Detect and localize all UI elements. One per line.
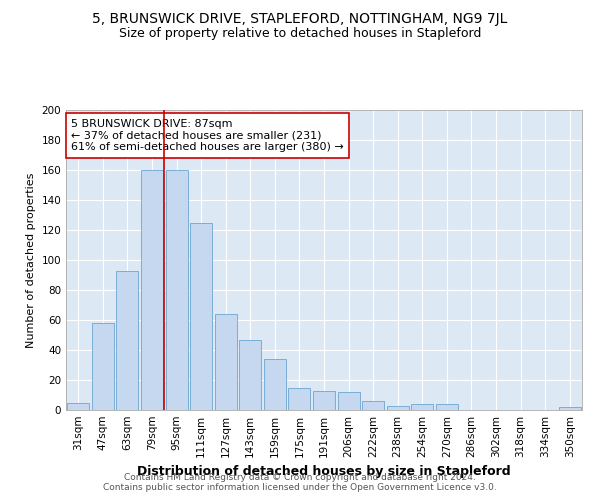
Text: Contains HM Land Registry data © Crown copyright and database right 2024.
Contai: Contains HM Land Registry data © Crown c… (103, 473, 497, 492)
Bar (289, 388, 310, 410)
X-axis label: Distribution of detached houses by size in Stapleford: Distribution of detached houses by size … (137, 466, 511, 478)
Bar (362, 401, 384, 410)
Bar (436, 404, 458, 410)
Y-axis label: Number of detached properties: Number of detached properties (26, 172, 36, 348)
Text: 5 BRUNSWICK DRIVE: 87sqm
← 37% of detached houses are smaller (231)
61% of semi-: 5 BRUNSWICK DRIVE: 87sqm ← 37% of detach… (71, 119, 344, 152)
Bar (559, 407, 581, 410)
Text: 5, BRUNSWICK DRIVE, STAPLEFORD, NOTTINGHAM, NG9 7JL: 5, BRUNSWICK DRIVE, STAPLEFORD, NOTTINGH… (92, 12, 508, 26)
Bar (215, 314, 237, 410)
Bar (92, 323, 114, 410)
Bar (166, 170, 188, 410)
Bar (67, 402, 89, 410)
Bar (338, 392, 359, 410)
Bar (386, 406, 409, 410)
Bar (411, 404, 433, 410)
Bar (116, 270, 139, 410)
Bar (190, 222, 212, 410)
Text: Size of property relative to detached houses in Stapleford: Size of property relative to detached ho… (119, 28, 481, 40)
Bar (239, 340, 262, 410)
Bar (264, 359, 286, 410)
Bar (141, 170, 163, 410)
Bar (313, 390, 335, 410)
